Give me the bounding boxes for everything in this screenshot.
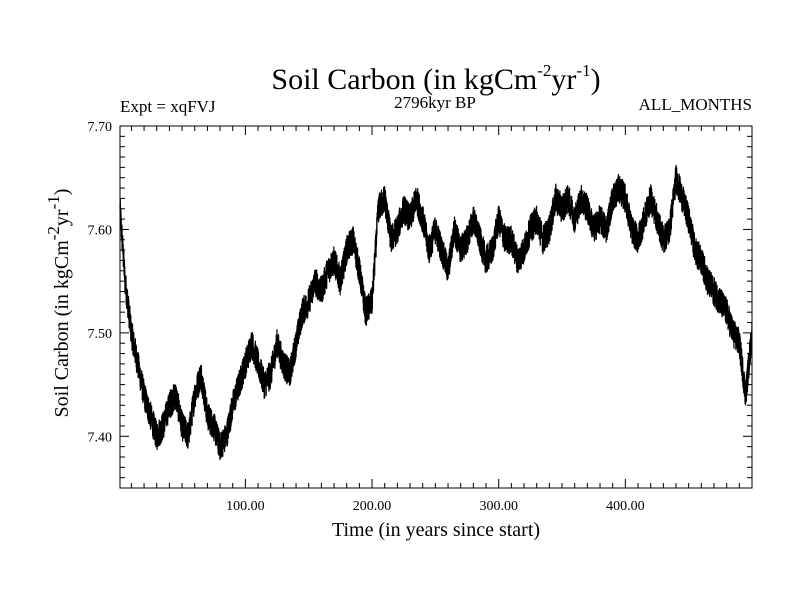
chart-title-exp2: -1 <box>576 61 590 80</box>
chart-title-exp1: -2 <box>537 61 551 80</box>
y-axis-label-end: ) <box>51 189 73 196</box>
y-tick-label: 7.50 <box>88 327 113 342</box>
y-axis-label-main: Soil Carbon (in kgCm <box>51 240 73 418</box>
chart-title-mid: yr <box>551 63 576 96</box>
x-tick-label: 400.00 <box>606 499 645 514</box>
y-tick-label: 7.70 <box>88 120 113 135</box>
plot-frame <box>119 125 753 489</box>
series-layer <box>119 164 753 461</box>
experiment-label: Expt = xqFVJ <box>120 97 216 116</box>
y-tick-label: 7.60 <box>88 223 113 238</box>
y-tick-label: 7.40 <box>88 430 113 445</box>
y-axis-label-mid: yr <box>51 209 73 226</box>
chart-title-end: ) <box>591 63 601 96</box>
x-axis-label: Time (in years since start) <box>332 519 540 541</box>
tick-labels: 100.00 200.00 300.00 400.00 7.40 7.50 7.60 7.70 <box>88 120 645 514</box>
period-label: 2796kyr BP <box>394 93 476 112</box>
chart-title: Soil Carbon (in kgCm-2yr-1) <box>271 61 600 96</box>
x-tick-label: 100.00 <box>226 499 265 514</box>
y-axis-label-exp1: -2 <box>44 226 63 240</box>
chart-title-main: Soil Carbon (in kgCm <box>271 63 537 96</box>
y-axis-label: Soil Carbon (in kgCm-2yr-1) <box>44 189 73 418</box>
y-axis-label-exp2: -1 <box>44 195 63 209</box>
series-line-soil-carbon <box>119 164 753 461</box>
x-tick-label: 200.00 <box>353 499 392 514</box>
months-label: ALL_MONTHS <box>639 95 752 114</box>
x-tick-label: 300.00 <box>479 499 518 514</box>
